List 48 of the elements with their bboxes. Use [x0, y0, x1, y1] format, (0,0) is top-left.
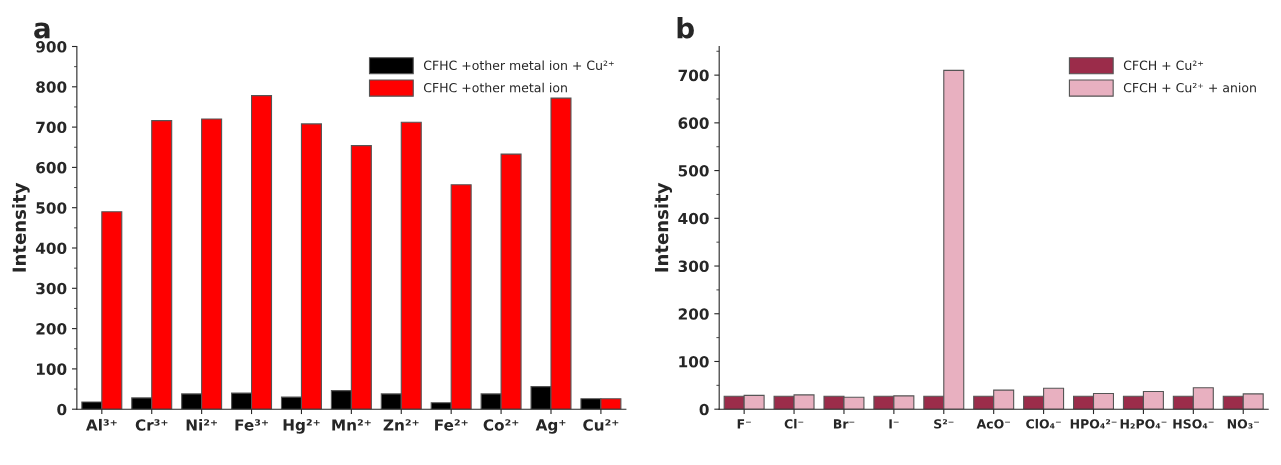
x-tick-label: Zn²⁺ [383, 419, 419, 431]
x-tick-label: HPO₄²⁻ [1070, 419, 1117, 429]
y-tick-label: 900 [36, 40, 67, 53]
x-tick-label: NO₃⁻ [1227, 419, 1259, 429]
y-tick-label: 200 [678, 308, 709, 320]
legend-label: CFCH + Cu²⁺ + anion [1123, 82, 1256, 93]
x-tick-label: S²⁻ [934, 419, 954, 429]
legend-label: CFHC +other metal ion + Cu²⁺ [423, 60, 614, 71]
x-tick-label: Cl⁻ [784, 418, 804, 429]
y-tick-label: 300 [36, 282, 67, 295]
x-tick-label: Ni²⁺ [186, 418, 217, 431]
y-axis-title: Intensity [654, 182, 673, 272]
x-tick-label: Co²⁺ [483, 419, 519, 431]
x-tick-label: Br⁻ [833, 419, 855, 429]
y-tick-label: 0 [57, 403, 67, 416]
x-tick-label: H₂PO₄⁻ [1120, 419, 1167, 429]
y-tick-label: 600 [36, 161, 67, 174]
x-tick-label: ClO₄⁻ [1026, 418, 1061, 429]
y-tick-label: 800 [36, 81, 67, 93]
chart-title: b [677, 17, 694, 39]
y-tick-label: 100 [679, 355, 709, 368]
x-tick-label: Hg²⁺ [283, 419, 320, 434]
y-tick-label: 400 [35, 242, 67, 255]
y-tick-label: 600 [678, 117, 709, 129]
x-tick-label: AcO⁻ [976, 419, 1011, 429]
x-tick-label: Fe²⁺ [435, 419, 468, 431]
y-tick-label: 200 [36, 323, 67, 335]
x-tick-label: HSO₄⁻ [1173, 419, 1214, 429]
legend-label: CFCH + Cu²⁺ [1123, 60, 1204, 71]
y-tick-label: 0 [699, 403, 709, 416]
y-tick-label: 700 [36, 121, 67, 134]
x-tick-label: Mn²⁺ [332, 419, 371, 431]
chart-title: a [34, 22, 50, 39]
y-tick-label: 500 [36, 202, 67, 214]
x-tick-label: Ag⁺ [535, 419, 566, 434]
x-tick-label: Cr³⁺ [135, 419, 168, 431]
x-tick-label: Al³⁺ [85, 418, 117, 431]
y-tick-label: 300 [678, 260, 709, 273]
x-tick-label: Cu²⁺ [583, 419, 619, 431]
y-tick-label: 700 [678, 69, 709, 82]
y-tick-label: 100 [36, 363, 67, 375]
x-tick-label: Fe³⁺ [235, 419, 268, 431]
y-tick-label: 500 [678, 165, 709, 177]
y-tick-label: 400 [678, 212, 709, 225]
y-axis-title: Intensity [12, 182, 30, 272]
x-tick-label: F⁻ [737, 419, 751, 429]
legend-label: CFHC +other metal ion [423, 82, 567, 93]
x-tick-label: I⁻ [889, 419, 899, 429]
